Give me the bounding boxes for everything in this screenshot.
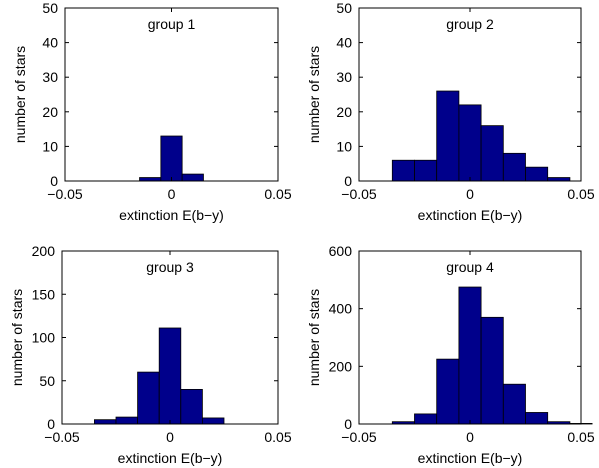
histogram-bar — [458, 104, 482, 182]
histogram-bar — [391, 159, 415, 182]
histogram-bar — [414, 413, 438, 425]
y-tick-label: 20 — [336, 104, 352, 120]
histogram-bar — [458, 286, 482, 425]
histogram-bar — [94, 419, 117, 425]
histogram-bar — [502, 383, 526, 425]
histogram-bar — [139, 177, 162, 182]
histogram-bar — [436, 90, 460, 182]
x-tick-label: −0.05 — [341, 186, 377, 202]
x-tick-label: 0 — [466, 429, 474, 445]
x-tick-label: 0.05 — [264, 429, 291, 445]
x-tick-label: 0 — [466, 186, 474, 202]
histogram-bar — [180, 388, 203, 425]
y-tick-label: 0 — [344, 173, 352, 189]
histogram-bar — [137, 371, 160, 425]
panel-title: group 4 — [446, 259, 494, 275]
y-tick-label: 20 — [42, 104, 58, 120]
y-axis-label: number of stars — [306, 46, 322, 143]
y-tick-label: 0 — [47, 416, 55, 432]
x-axis-label: extinction E(b−y) — [119, 207, 224, 223]
x-axis-label: extinction E(b−y) — [118, 450, 223, 466]
histogram-bar — [414, 159, 438, 182]
histogram-bar — [525, 412, 549, 425]
y-tick-label: 0 — [50, 173, 58, 189]
y-tick-label: 40 — [336, 35, 352, 51]
x-tick-label: 0.05 — [264, 186, 291, 202]
histogram-bar — [158, 327, 182, 425]
y-tick-label: 600 — [329, 243, 353, 259]
histogram-bar — [181, 173, 204, 182]
panel-title: group 2 — [446, 16, 494, 32]
x-tick-label: −0.05 — [44, 429, 80, 445]
y-axis-label: number of stars — [306, 289, 322, 386]
histogram-bar — [480, 316, 504, 425]
y-tick-label: 40 — [42, 35, 58, 51]
y-tick-label: 30 — [42, 69, 58, 85]
histogram-bar — [480, 125, 504, 182]
panel-title: group 3 — [146, 259, 194, 275]
y-tick-label: 30 — [336, 69, 352, 85]
y-tick-label: 400 — [329, 301, 353, 317]
y-tick-label: 50 — [42, 0, 58, 16]
y-tick-label: 50 — [39, 373, 55, 389]
x-tick-label: 0 — [168, 186, 176, 202]
y-tick-label: 200 — [32, 243, 56, 259]
y-tick-label: 10 — [336, 138, 352, 154]
panel-title: group 1 — [148, 16, 196, 32]
histogram-bar — [436, 358, 460, 425]
x-axis-label: extinction E(b−y) — [418, 207, 523, 223]
x-tick-label: 0.05 — [567, 186, 594, 202]
x-tick-label: −0.05 — [341, 429, 377, 445]
histogram-bar — [502, 152, 526, 182]
x-axis-label: extinction E(b−y) — [418, 450, 523, 466]
histogram-bar — [525, 166, 549, 182]
y-tick-label: 100 — [32, 330, 56, 346]
y-tick-label: 200 — [329, 358, 353, 374]
y-axis-label: number of stars — [9, 289, 25, 386]
x-tick-label: −0.05 — [47, 186, 83, 202]
histogram-bar — [160, 135, 183, 182]
x-tick-label: 0 — [166, 429, 174, 445]
x-tick-label: 0.05 — [567, 429, 594, 445]
histogram-bar — [201, 417, 225, 425]
y-tick-label: 50 — [336, 0, 352, 16]
histogram-bar — [115, 416, 139, 425]
histogram-bar — [547, 177, 571, 182]
y-tick-label: 0 — [344, 416, 352, 432]
y-tick-label: 10 — [42, 138, 58, 154]
y-axis-label: number of stars — [12, 46, 28, 143]
y-tick-label: 150 — [32, 286, 56, 302]
